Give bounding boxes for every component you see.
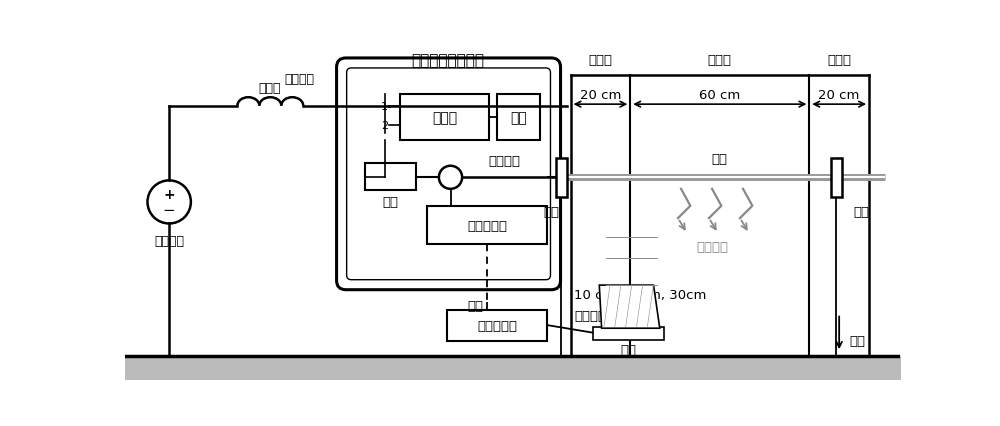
Text: 20 cm: 20 cm [580, 89, 621, 102]
Text: 屏蔽笼: 屏蔽笼 [827, 54, 851, 67]
Text: 电池: 电池 [510, 111, 527, 125]
Text: 电晕笼: 电晕笼 [708, 54, 732, 67]
Text: 电光转换器: 电光转换器 [467, 219, 507, 232]
Text: 高频电流测量系统: 高频电流测量系统 [412, 53, 485, 68]
Text: 电脑: 电脑 [621, 343, 637, 357]
Text: 1: 1 [381, 101, 388, 112]
Bar [427, 206, 547, 245]
Text: 60 cm: 60 cm [699, 89, 740, 102]
Text: 采集卡: 采集卡 [432, 111, 457, 125]
Bar [831, 158, 842, 197]
Polygon shape [599, 285, 660, 328]
Text: 法拉第笼: 法拉第笼 [284, 73, 314, 86]
Text: 支架: 支架 [543, 206, 559, 219]
Text: 2: 2 [381, 121, 388, 131]
Text: 电阻: 电阻 [382, 196, 398, 209]
Text: +: + [163, 188, 175, 202]
Text: 电流探头: 电流探头 [489, 155, 521, 167]
Text: 光电转换器: 光电转换器 [477, 319, 517, 332]
Bar [556, 158, 567, 197]
Text: 10 cm, 20cm, 30cm: 10 cm, 20cm, 30cm [574, 288, 707, 301]
Text: 屏蔽笼: 屏蔽笼 [588, 54, 612, 67]
Text: 直流电源: 直流电源 [154, 234, 184, 248]
Bar [365, 164, 416, 191]
Text: 笼壁接地: 笼壁接地 [574, 310, 606, 322]
Bar [400, 95, 489, 141]
Text: 支架: 支架 [854, 206, 870, 219]
Bar [447, 310, 547, 341]
Text: 电晕放电: 电晕放电 [696, 241, 728, 253]
Text: 地面: 地面 [849, 334, 865, 347]
Text: 光纤: 光纤 [467, 299, 483, 313]
Bar [497, 95, 540, 141]
Text: −: − [163, 203, 176, 218]
FancyBboxPatch shape [593, 328, 664, 340]
Text: 20 cm: 20 cm [818, 89, 860, 102]
Text: 阻波器: 阻波器 [259, 82, 281, 95]
Text: 导线: 导线 [712, 152, 728, 165]
